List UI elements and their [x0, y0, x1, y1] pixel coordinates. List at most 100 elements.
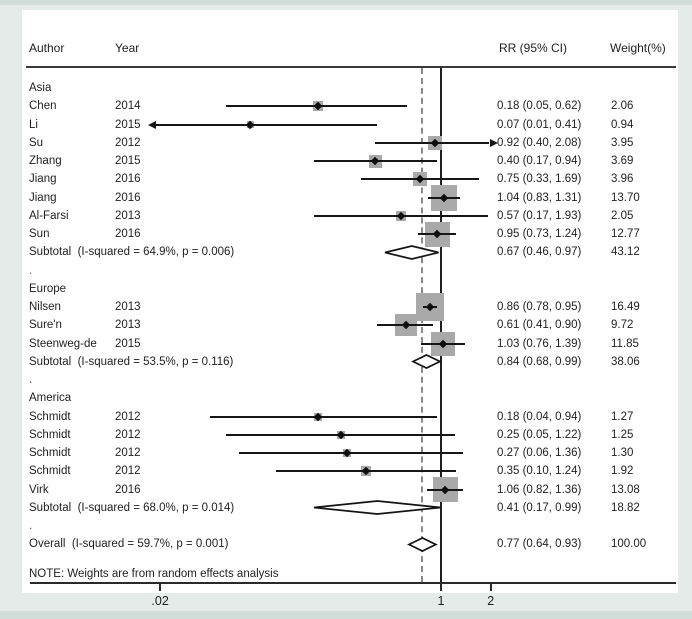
- weight-cell: 12.77: [611, 228, 640, 240]
- author-cell: Jiang: [29, 173, 57, 186]
- year-cell: 2012: [115, 428, 141, 441]
- rr-ci-cell: 0.35 (0.10, 1.24): [497, 465, 582, 478]
- rr-ci-cell: 0.18 (0.05, 0.62): [497, 100, 582, 113]
- author-cell: Al-Farsi: [29, 209, 69, 222]
- author-cell: Schmidt: [29, 465, 71, 478]
- overall-diamond: [407, 536, 438, 552]
- column-header-rr: RR (95% CI): [499, 41, 568, 55]
- rr-ci-cell: 0.18 (0.04, 0.94): [497, 410, 582, 423]
- author-cell: Steenweg-de: [29, 337, 97, 350]
- rr-ci-cell: 0.92 (0.40, 2.08): [497, 136, 582, 149]
- year-cell: 2015: [115, 155, 141, 167]
- column-header-weight: Weight(%): [610, 41, 666, 55]
- subtotal-label: Subtotal (I-squared = 53.5%, p = 0.116): [29, 355, 234, 368]
- weight-cell: 9.72: [611, 319, 634, 332]
- rr-ci-cell: 0.84 (0.68, 0.99): [497, 355, 582, 368]
- year-cell: 2012: [115, 410, 141, 423]
- null-line: [440, 68, 442, 582]
- weight-cell: 3.69: [611, 155, 634, 167]
- arrowhead-right: [489, 138, 498, 147]
- header-separator-line: [26, 66, 676, 68]
- author-cell: Su: [29, 136, 44, 149]
- author-cell: Schmidt: [29, 447, 71, 459]
- weight-cell: 38.06: [611, 355, 640, 368]
- year-cell: 2016: [115, 173, 141, 186]
- axis-tick-label: .02: [151, 594, 169, 608]
- year-cell: 2016: [115, 228, 141, 240]
- subtotal-label: Subtotal (I-squared = 68.0%, p = 0.014): [29, 501, 235, 514]
- rr-ci-cell: 0.95 (0.73, 1.24): [497, 228, 582, 240]
- year-cell: 2012: [115, 136, 141, 149]
- group-label-america: America: [29, 392, 72, 405]
- separator-dot: .: [29, 264, 33, 277]
- author-cell: Jiang: [29, 191, 57, 204]
- ci-line: [156, 123, 377, 126]
- group-label-europe: Europe: [29, 282, 67, 295]
- weight-cell: 1.27: [611, 410, 634, 423]
- year-cell: 2012: [115, 447, 141, 459]
- year-cell: 2013: [115, 301, 141, 313]
- arrowhead-left: [148, 120, 156, 129]
- subtotal-diamond: [411, 354, 443, 370]
- rr-ci-cell: 0.07 (0.01, 0.41): [497, 118, 582, 131]
- year-cell: 2016: [115, 483, 141, 496]
- rr-ci-cell: 0.25 (0.05, 1.22): [497, 428, 582, 441]
- year-cell: 2015: [115, 118, 141, 131]
- weight-cell: 43.12: [611, 246, 640, 259]
- rr-ci-cell: 0.86 (0.78, 0.95): [497, 301, 582, 313]
- separator-dot: .: [29, 374, 33, 386]
- weight-cell: 3.95: [611, 136, 634, 149]
- note-text: NOTE: Weights are from random effects an…: [29, 568, 279, 580]
- weight-cell: 1.25: [611, 428, 634, 441]
- year-cell: 2013: [115, 319, 141, 332]
- weight-cell: 2.06: [611, 100, 634, 113]
- author-cell: Virk: [29, 483, 49, 496]
- rr-ci-cell: 0.27 (0.06, 1.36): [497, 447, 582, 459]
- subtotal-label: Subtotal (I-squared = 64.9%, p = 0.006): [29, 246, 235, 259]
- weight-cell: 0.94: [611, 118, 634, 131]
- overall-label: Overall (I-squared = 59.7%, p = 0.001): [29, 538, 229, 551]
- weight-cell: 1.30: [611, 447, 634, 459]
- rr-ci-cell: 1.06 (0.82, 1.36): [497, 483, 582, 496]
- ci-line: [209, 415, 437, 418]
- weight-cell: 2.05: [611, 209, 634, 222]
- column-header-year: Year: [115, 41, 140, 55]
- weight-cell: 13.70: [611, 191, 640, 204]
- year-cell: 2012: [115, 465, 141, 478]
- weight-cell: 1.92: [611, 465, 634, 478]
- axis-tick-label: 1: [437, 594, 445, 608]
- author-cell: Li: [29, 118, 38, 131]
- year-cell: 2013: [115, 209, 141, 222]
- author-cell: Schmidt: [29, 410, 71, 423]
- subtotal-diamond: [385, 244, 440, 260]
- rr-ci-cell: 0.67 (0.46, 0.97): [497, 246, 582, 259]
- year-cell: 2015: [115, 337, 141, 350]
- photo-edge-bottom: [0, 611, 692, 619]
- weight-cell: 11.85: [611, 337, 639, 350]
- author-cell: Zhang: [29, 155, 62, 167]
- weight-cell: 3.96: [611, 173, 634, 186]
- rr-ci-cell: 0.75 (0.33, 1.69): [497, 173, 582, 186]
- axis-tick: [440, 583, 442, 591]
- axis-tick-label: 2: [487, 594, 495, 608]
- weight-cell: 16.49: [611, 301, 640, 313]
- rr-ci-cell: 0.57 (0.17, 1.93): [497, 209, 582, 222]
- separator-dot: .: [29, 520, 33, 532]
- rr-ci-cell: 0.41 (0.17, 0.99): [497, 501, 582, 514]
- rr-ci-cell: 1.03 (0.76, 1.39): [497, 337, 582, 350]
- author-cell: Sure'n: [29, 319, 62, 332]
- author-cell: Chen: [29, 100, 57, 113]
- rr-ci-cell: 0.61 (0.41, 0.90): [497, 319, 582, 332]
- weight-cell: 18.82: [611, 501, 640, 514]
- rr-ci-cell: 1.04 (0.83, 1.31): [497, 191, 582, 204]
- year-cell: 2016: [115, 191, 141, 204]
- weight-cell: 13.08: [611, 483, 640, 496]
- author-cell: Schmidt: [29, 428, 71, 441]
- author-cell: Sun: [29, 228, 50, 240]
- rr-ci-cell: 0.40 (0.17, 0.94): [497, 155, 582, 167]
- group-label-asia: Asia: [29, 82, 52, 94]
- column-header-author: Author: [29, 41, 65, 55]
- axis-tick: [159, 583, 162, 591]
